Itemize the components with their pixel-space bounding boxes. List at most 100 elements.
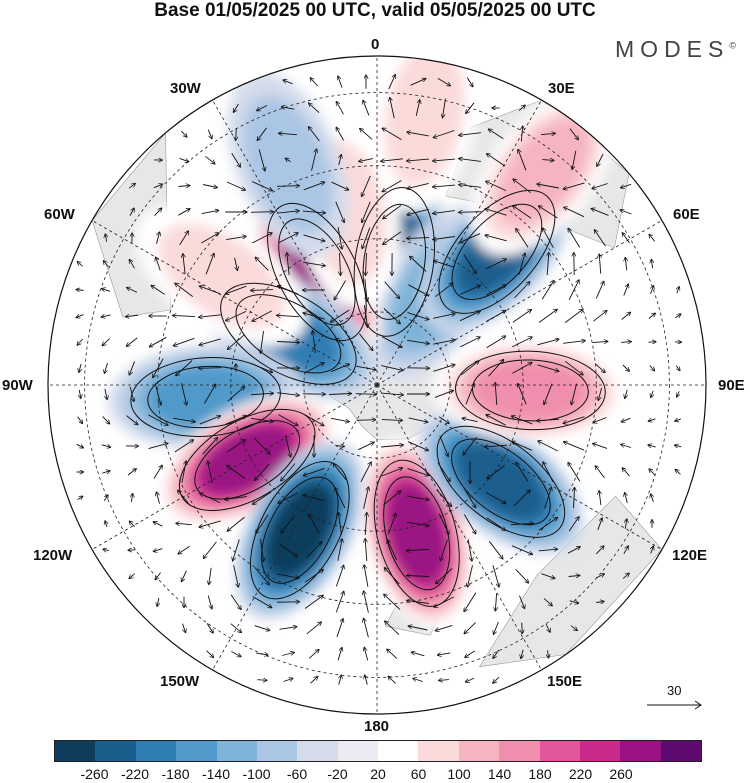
wind-vector (257, 127, 267, 140)
wind-vector (621, 210, 632, 215)
wind-vector (257, 680, 266, 681)
wind-vector (254, 567, 269, 585)
colorbar-swatch (55, 741, 96, 761)
wind-vector (105, 521, 107, 528)
wind-vector (77, 496, 83, 499)
wind-vector (178, 490, 191, 506)
wind-vector (206, 623, 213, 632)
colorbar-swatch (378, 741, 419, 761)
wind-vector (336, 128, 344, 141)
wind-vector (76, 443, 83, 447)
wind-vector (407, 601, 429, 604)
wind-vector (564, 309, 583, 323)
wind-vector (514, 282, 529, 299)
reference-arrow-icon (647, 700, 702, 710)
wind-vector (104, 261, 109, 268)
wind-vector (77, 290, 84, 291)
wind-vector (385, 621, 400, 636)
wind-vector (129, 386, 134, 401)
wind-vector (364, 279, 367, 301)
wind-vector (364, 648, 369, 661)
wind-vector (277, 315, 300, 316)
wind-vector (437, 78, 450, 85)
wind-vector (518, 150, 527, 171)
wind-vector (461, 361, 478, 376)
wind-vector (434, 261, 455, 268)
wind-vector (131, 494, 132, 503)
wind-vector (360, 129, 373, 140)
wind-vector (648, 313, 655, 319)
wind-vector (283, 679, 293, 682)
wind-vector (492, 565, 499, 586)
wind-vector (330, 364, 349, 373)
colorbar-tick-label: -180 (161, 766, 190, 782)
anomaly-shade (456, 442, 546, 521)
wind-vector (486, 415, 506, 426)
wind-vector (486, 181, 507, 192)
wind-vector (622, 417, 631, 421)
wind-vector (303, 313, 325, 320)
brand-mark: © (729, 40, 736, 51)
wind-vector (283, 80, 293, 85)
wind-vector (366, 252, 367, 275)
label-30e: 30E (548, 80, 575, 97)
wind-vector (204, 541, 217, 558)
wind-vector (593, 444, 608, 449)
wind-vector (337, 227, 342, 249)
wind-vector (339, 155, 341, 166)
meridian-line (376, 90, 548, 386)
wind-vector (199, 520, 221, 527)
wind-vector (407, 441, 428, 451)
wind-vector (105, 362, 108, 373)
wind-vector (250, 393, 273, 394)
wind-vector (650, 286, 654, 295)
wind-vector (623, 284, 628, 296)
wind-vector (253, 491, 272, 504)
wind-vector (543, 598, 552, 605)
wind-vector (207, 595, 212, 609)
wind-vector (594, 417, 607, 423)
wind-vector (309, 103, 320, 114)
wind-vector (464, 514, 475, 534)
wind-vector (569, 601, 579, 603)
meridian-line (82, 384, 378, 556)
wind-vector (206, 650, 214, 658)
wind-vector (564, 207, 585, 218)
wind-vector (356, 365, 376, 370)
wind-vector (226, 236, 246, 241)
wind-vector (231, 651, 240, 657)
wind-vector (649, 365, 655, 371)
wind-vector (256, 258, 269, 271)
wind-vector (77, 315, 84, 318)
wind-vector (251, 363, 272, 373)
wind-vector (408, 284, 427, 296)
wind-vector (251, 290, 274, 291)
wind-vectors (77, 75, 682, 685)
wind-vector (625, 258, 626, 271)
wind-vector (511, 337, 532, 348)
wind-vector (340, 252, 341, 275)
wind-vector (570, 625, 577, 631)
wind-vector (174, 337, 195, 345)
wind-vector (151, 286, 165, 295)
wind-vector (258, 149, 265, 170)
wind-vector (433, 365, 455, 372)
wind-vector (410, 257, 427, 272)
anomaly-shade (472, 359, 588, 422)
wind-vector (77, 338, 83, 345)
colorbar-swatch (458, 741, 500, 761)
wind-vector (179, 157, 189, 161)
wind-vector (495, 383, 497, 406)
height-contour (436, 425, 566, 538)
wind-vector (518, 384, 527, 405)
wind-vector (355, 394, 377, 395)
wind-vector (677, 287, 679, 294)
anomaly-shade (387, 484, 447, 583)
height-contour (267, 202, 367, 342)
wind-vector (597, 153, 604, 166)
wind-vector (519, 595, 525, 609)
wind-vector (328, 394, 351, 395)
wind-vector (380, 393, 403, 395)
wind-vector (310, 78, 318, 87)
